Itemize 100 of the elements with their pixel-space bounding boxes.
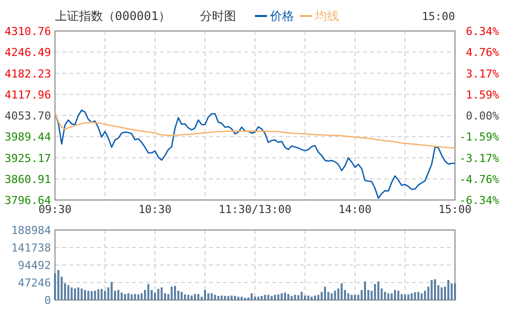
bar xyxy=(374,284,376,300)
y2-tick-label: -3.17% xyxy=(459,152,500,165)
bar xyxy=(277,294,280,300)
y2-tick-label: 4.76% xyxy=(466,46,500,60)
bar xyxy=(224,296,226,300)
bar xyxy=(287,294,290,300)
bar xyxy=(314,296,316,300)
bar xyxy=(57,270,60,300)
y2-tick-label: -1.59% xyxy=(459,130,500,144)
bar xyxy=(237,296,240,300)
legend-label: 均线 xyxy=(314,9,339,23)
y2-tick-label: 0.00% xyxy=(466,110,500,122)
legend-label: 价格 xyxy=(269,9,294,23)
bar xyxy=(430,280,433,300)
bar xyxy=(297,295,300,300)
x-tick-label: 11:30/13:00 xyxy=(218,203,292,216)
y2-tick-label: -4.76% xyxy=(459,172,500,186)
bar xyxy=(217,296,220,300)
bar xyxy=(400,294,403,300)
y2-tick-label: 6.34% xyxy=(466,25,500,38)
bar xyxy=(404,294,406,300)
bar xyxy=(407,294,410,300)
bar xyxy=(97,289,100,300)
bar xyxy=(120,292,123,300)
y2-tick-label: 1.59% xyxy=(466,88,500,102)
bar xyxy=(124,294,126,300)
bar xyxy=(170,286,173,300)
text: 15:00 xyxy=(422,10,455,23)
bar xyxy=(147,284,150,300)
bar xyxy=(240,296,243,300)
bar xyxy=(364,281,366,300)
bar xyxy=(447,280,450,300)
bar xyxy=(54,273,56,300)
bar xyxy=(247,297,250,300)
bar xyxy=(174,286,176,300)
bar xyxy=(290,296,293,300)
bar xyxy=(420,293,423,300)
bar xyxy=(350,294,353,300)
bar xyxy=(67,285,70,300)
bar xyxy=(117,290,120,300)
y-tick-label: 4053.70 xyxy=(4,110,51,122)
y2-tick-label: 3.17% xyxy=(466,67,500,80)
bar xyxy=(84,290,86,300)
bar xyxy=(274,294,276,300)
bar xyxy=(227,296,230,300)
bar xyxy=(250,293,253,300)
bar xyxy=(284,292,286,300)
chart-title: 上证指数（000001） xyxy=(55,9,170,23)
bar xyxy=(454,283,456,300)
bar xyxy=(70,287,73,300)
y-tick-label: 3925.17 xyxy=(4,152,51,165)
y-tick-label: 3989.44 xyxy=(4,130,52,144)
bar xyxy=(130,294,133,300)
bar xyxy=(87,290,90,300)
line-series xyxy=(54,112,456,149)
bar xyxy=(294,294,296,300)
bar xyxy=(394,290,396,300)
bar xyxy=(340,283,343,300)
y-tick-label: 4117.96 xyxy=(4,88,51,102)
bar xyxy=(104,290,106,300)
y-tick-label: 188984 xyxy=(11,224,52,237)
bar xyxy=(377,281,380,300)
bar xyxy=(157,288,160,300)
bar xyxy=(270,296,273,300)
bar xyxy=(80,288,83,300)
bar xyxy=(347,293,350,300)
bar xyxy=(210,293,213,300)
x-tick-label: 10:30 xyxy=(138,203,172,216)
bar xyxy=(384,292,386,300)
bar xyxy=(94,290,96,300)
bar xyxy=(77,287,80,300)
bar xyxy=(264,294,266,300)
y-tick-label: 94492 xyxy=(18,259,51,272)
bar xyxy=(180,292,183,300)
bar xyxy=(254,296,256,300)
bar xyxy=(260,296,263,300)
bar xyxy=(214,294,216,300)
y-tick-label: 3860.91 xyxy=(4,172,51,186)
bar xyxy=(137,294,140,300)
y-tick-label: 0 xyxy=(44,294,51,307)
bar xyxy=(154,292,156,300)
bar xyxy=(354,294,356,300)
chart-subtitle: 分时图 xyxy=(200,9,236,23)
bar xyxy=(304,296,306,300)
bar xyxy=(417,292,420,300)
bar xyxy=(190,296,193,300)
bar xyxy=(397,290,400,300)
bar xyxy=(187,294,190,300)
bar xyxy=(220,296,223,300)
y-tick-label: 4310.76 xyxy=(4,25,51,38)
bar xyxy=(100,288,103,300)
y-tick-label: 4182.23 xyxy=(4,67,51,80)
bar xyxy=(440,287,443,300)
bar xyxy=(234,296,236,300)
x-tick-label: 14:00 xyxy=(338,203,372,216)
y-tick-label: 141738 xyxy=(11,242,51,254)
bar xyxy=(267,294,270,300)
bar xyxy=(334,290,336,300)
bar xyxy=(204,290,206,300)
bar xyxy=(90,291,93,300)
